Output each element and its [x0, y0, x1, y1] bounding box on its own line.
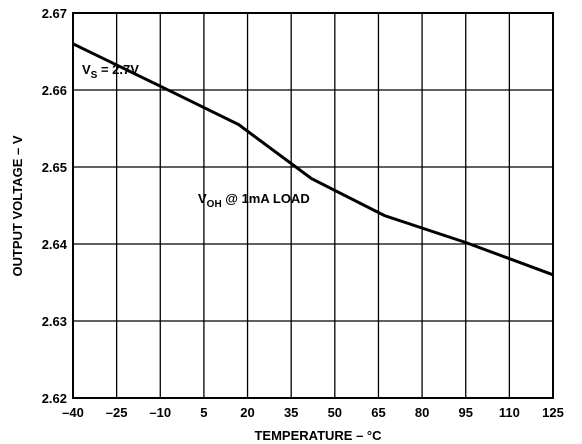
y-axis-title: OUTPUT VOLTAGE – V	[10, 135, 25, 276]
load-annotation-rest: @ 1mA LOAD	[222, 191, 310, 206]
data-point	[552, 274, 554, 276]
series-points	[72, 43, 554, 276]
supply-annotation-rest: = 2.7V	[97, 62, 139, 77]
series-line	[72, 42, 554, 277]
data-point	[159, 85, 162, 87]
y-tick-labels: 2.62 2.63 2.64 2.65 2.66 2.67	[42, 6, 68, 406]
x-tick-label: 80	[415, 405, 429, 420]
load-annotation-main: V	[198, 191, 207, 206]
x-tick-label: 95	[458, 405, 472, 420]
supply-annotation-main: V	[82, 62, 91, 77]
data-point	[310, 177, 313, 180]
data-point	[464, 241, 467, 244]
y-tick-label: 2.63	[42, 314, 67, 329]
plot-frame	[72, 12, 554, 399]
x-tick-label: –25	[106, 405, 128, 420]
data-point	[72, 43, 74, 45]
data-point	[238, 123, 240, 126]
x-tick-label: 125	[542, 405, 564, 420]
y-tick-label: 2.66	[42, 83, 67, 98]
x-axis-title: TEMPERATURE – °C	[254, 428, 382, 443]
x-tick-label: 35	[284, 405, 298, 420]
x-tick-label: –10	[149, 405, 171, 420]
load-annotation-sub: OH	[207, 199, 222, 210]
data-point	[383, 214, 386, 217]
y-tick-label: 2.65	[42, 160, 67, 175]
x-tick-label: 65	[371, 405, 385, 420]
grid	[73, 13, 553, 398]
x-tick-label: –40	[62, 405, 84, 420]
y-tick-label: 2.64	[42, 237, 68, 252]
supply-annotation-sub: S	[91, 70, 98, 81]
y-tick-label: 2.67	[42, 6, 67, 21]
y-tick-label: 2.62	[42, 391, 67, 406]
x-tick-label: 5	[200, 405, 207, 420]
x-tick-label: 50	[328, 405, 342, 420]
x-tick-labels: –40 –25 –10 5 20 35 50 65 80 95 110 125	[62, 405, 564, 420]
x-tick-label: 20	[240, 405, 254, 420]
load-annotation: VOH @ 1mA LOAD	[198, 191, 310, 210]
x-tick-label: 110	[499, 405, 520, 420]
supply-annotation: VS = 2.7V	[82, 62, 139, 81]
